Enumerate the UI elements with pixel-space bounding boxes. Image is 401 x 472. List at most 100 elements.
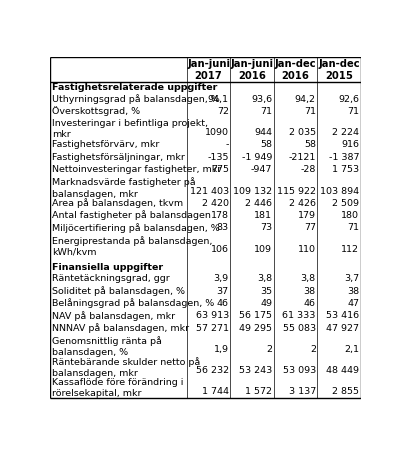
Text: Antal fastigheter på balansdagen: Antal fastigheter på balansdagen (52, 211, 211, 220)
Text: 56 232: 56 232 (196, 366, 229, 375)
Text: 47 927: 47 927 (326, 324, 359, 333)
Text: 71: 71 (347, 107, 359, 116)
Text: 179: 179 (298, 211, 316, 220)
Text: Soliditet på balansdagen, %: Soliditet på balansdagen, % (52, 286, 185, 296)
Text: Fastighetsförvärv, mkr: Fastighetsförvärv, mkr (52, 141, 159, 150)
Text: -: - (225, 141, 229, 150)
Text: 53 093: 53 093 (283, 366, 316, 375)
Text: 3 137: 3 137 (289, 387, 316, 396)
Text: 1,9: 1,9 (214, 345, 229, 354)
Text: 2 035: 2 035 (289, 128, 316, 137)
Text: Belåningsgrad på balansdagen, %: Belåningsgrad på balansdagen, % (52, 298, 214, 308)
Text: 58: 58 (304, 141, 316, 150)
Text: Jan-juni
2016: Jan-juni 2016 (231, 59, 273, 81)
Text: 2,1: 2,1 (344, 345, 359, 354)
Text: NNNAV på balansdagen, mkr: NNNAV på balansdagen, mkr (52, 323, 189, 333)
Text: Fastighetsförsäljningar, mkr: Fastighetsförsäljningar, mkr (52, 153, 184, 162)
Text: Finansiella uppgifter: Finansiella uppgifter (52, 262, 163, 271)
Text: 2 426: 2 426 (289, 199, 316, 208)
Text: 1 744: 1 744 (202, 387, 229, 396)
Text: -1 949: -1 949 (242, 153, 272, 162)
Text: 181: 181 (254, 211, 272, 220)
Text: 109: 109 (254, 244, 272, 253)
Text: 56 175: 56 175 (239, 311, 272, 320)
Text: 775: 775 (211, 165, 229, 174)
Text: 71: 71 (347, 223, 359, 232)
Text: -28: -28 (300, 165, 316, 174)
Text: 2 855: 2 855 (332, 387, 359, 396)
Text: 49: 49 (260, 299, 272, 308)
Text: 92,6: 92,6 (338, 95, 359, 104)
Text: -2121: -2121 (288, 153, 316, 162)
Text: 106: 106 (211, 244, 229, 253)
Text: 73: 73 (260, 223, 272, 232)
Text: 180: 180 (341, 211, 359, 220)
Text: 178: 178 (211, 211, 229, 220)
Text: Jan-dec
2016: Jan-dec 2016 (275, 59, 316, 81)
Text: Räntetäckningsgrad, ggr: Räntetäckningsgrad, ggr (52, 274, 170, 283)
Text: -135: -135 (207, 153, 229, 162)
Text: 2 420: 2 420 (202, 199, 229, 208)
Text: 61 333: 61 333 (282, 311, 316, 320)
Text: 109 132: 109 132 (233, 186, 272, 195)
Text: 2 446: 2 446 (245, 199, 272, 208)
Text: Kassaflöde före förändring i
rörelsekapital, mkr: Kassaflöde före förändring i rörelsekapi… (52, 378, 183, 398)
Text: 3,7: 3,7 (344, 274, 359, 283)
Text: 94,1: 94,1 (208, 95, 229, 104)
Text: Miljöcertifiering på balansdagen, %: Miljöcertifiering på balansdagen, % (52, 223, 219, 233)
Text: 1090: 1090 (205, 128, 229, 137)
Text: 93,6: 93,6 (251, 95, 272, 104)
Text: 46: 46 (304, 299, 316, 308)
Text: Jan-juni
2017: Jan-juni 2017 (187, 59, 230, 81)
Text: -1 387: -1 387 (329, 153, 359, 162)
Text: 58: 58 (260, 141, 272, 150)
Text: Fastighetsrelaterade uppgifter: Fastighetsrelaterade uppgifter (52, 83, 217, 92)
Text: 35: 35 (260, 287, 272, 295)
Text: 916: 916 (341, 141, 359, 150)
Text: 77: 77 (304, 223, 316, 232)
Text: 110: 110 (298, 244, 316, 253)
Text: 3,9: 3,9 (214, 274, 229, 283)
Text: Uthyrningsgrad på balansdagen, %: Uthyrningsgrad på balansdagen, % (52, 94, 219, 104)
Text: 1 572: 1 572 (245, 387, 272, 396)
Text: 115 922: 115 922 (277, 186, 316, 195)
Text: 71: 71 (260, 107, 272, 116)
Text: Överskottsgrad, %: Överskottsgrad, % (52, 107, 140, 117)
Text: 63 913: 63 913 (196, 311, 229, 320)
Text: 2 509: 2 509 (332, 199, 359, 208)
Text: Nettoinvesteringar fastigheter, mkr: Nettoinvesteringar fastigheter, mkr (52, 165, 221, 174)
Text: 38: 38 (304, 287, 316, 295)
Text: 121 403: 121 403 (190, 186, 229, 195)
Text: 55 083: 55 083 (283, 324, 316, 333)
Text: 46: 46 (217, 299, 229, 308)
Text: 2: 2 (266, 345, 272, 354)
Text: 49 295: 49 295 (239, 324, 272, 333)
Text: Energiprestanda på balansdagen,
kWh/kvm: Energiprestanda på balansdagen, kWh/kvm (52, 236, 212, 257)
Text: 48 449: 48 449 (326, 366, 359, 375)
Text: 71: 71 (304, 107, 316, 116)
Text: 57 271: 57 271 (196, 324, 229, 333)
Text: 94,2: 94,2 (295, 95, 316, 104)
Text: 3,8: 3,8 (257, 274, 272, 283)
Text: 1 753: 1 753 (332, 165, 359, 174)
Text: 38: 38 (347, 287, 359, 295)
Text: Area på balansdagen, tkvm: Area på balansdagen, tkvm (52, 198, 183, 208)
Text: Jan-dec
2015: Jan-dec 2015 (318, 59, 360, 81)
Text: 37: 37 (217, 287, 229, 295)
Text: 72: 72 (217, 107, 229, 116)
Text: 112: 112 (341, 244, 359, 253)
Text: 47: 47 (347, 299, 359, 308)
Text: 53 416: 53 416 (326, 311, 359, 320)
Text: 2: 2 (310, 345, 316, 354)
Text: 53 243: 53 243 (239, 366, 272, 375)
Text: 83: 83 (217, 223, 229, 232)
Text: Räntebärande skulder netto på
balansdagen, mkr: Räntebärande skulder netto på balansdage… (52, 357, 200, 378)
Text: Marknadsvärde fastigheter på
balansdagen, mkr: Marknadsvärde fastigheter på balansdagen… (52, 177, 195, 199)
Text: NAV på balansdagen, mkr: NAV på balansdagen, mkr (52, 311, 175, 320)
Text: 2 224: 2 224 (332, 128, 359, 137)
Text: Genomsnittlig ränta på
balansdagen, %: Genomsnittlig ränta på balansdagen, % (52, 336, 162, 357)
Text: Investeringar i befintliga projekt,
mkr: Investeringar i befintliga projekt, mkr (52, 119, 208, 140)
Text: -947: -947 (251, 165, 272, 174)
Text: 3,8: 3,8 (301, 274, 316, 283)
Text: 103 894: 103 894 (320, 186, 359, 195)
